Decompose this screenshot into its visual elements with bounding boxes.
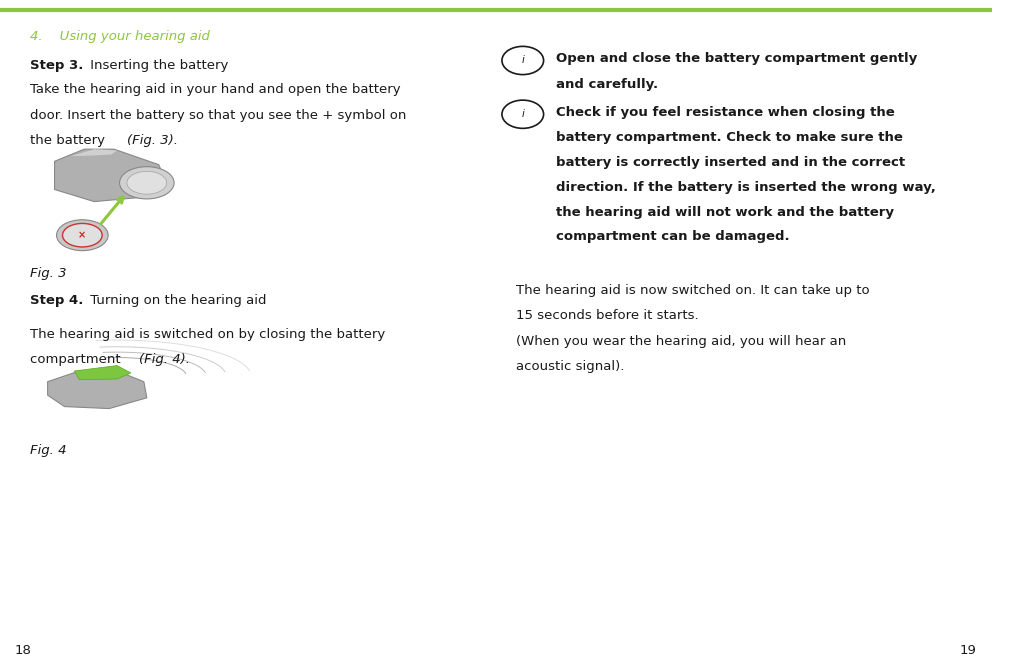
Text: Check if you feel resistance when closing the: Check if you feel resistance when closin… <box>555 106 894 119</box>
Text: compartment: compartment <box>30 353 125 366</box>
Text: 19: 19 <box>960 644 976 657</box>
Text: Take the hearing aid in your hand and open the battery: Take the hearing aid in your hand and op… <box>30 83 400 96</box>
Text: Step 3.: Step 3. <box>30 59 83 72</box>
Polygon shape <box>48 371 147 409</box>
Text: The hearing aid is switched on by closing the battery: The hearing aid is switched on by closin… <box>30 328 385 341</box>
Polygon shape <box>54 149 167 202</box>
Text: Open and close the battery compartment gently: Open and close the battery compartment g… <box>555 52 917 65</box>
Ellipse shape <box>127 171 167 194</box>
Text: the hearing aid will not work and the battery: the hearing aid will not work and the ba… <box>555 206 893 218</box>
Text: (Fig. 3).: (Fig. 3). <box>127 134 178 147</box>
Text: acoustic signal).: acoustic signal). <box>516 360 624 373</box>
Ellipse shape <box>56 220 108 251</box>
Text: i: i <box>522 55 524 65</box>
Text: Step 4.: Step 4. <box>30 294 83 307</box>
Polygon shape <box>72 149 117 156</box>
Text: direction. If the battery is inserted the wrong way,: direction. If the battery is inserted th… <box>555 181 935 194</box>
Text: battery is correctly inserted and in the correct: battery is correctly inserted and in the… <box>555 156 904 169</box>
Text: The hearing aid is now switched on. It can take up to: The hearing aid is now switched on. It c… <box>516 284 870 296</box>
Text: i: i <box>522 109 524 118</box>
Text: 4.    Using your hearing aid: 4. Using your hearing aid <box>30 30 210 43</box>
Text: compartment can be damaged.: compartment can be damaged. <box>555 230 789 243</box>
Text: Turning on the hearing aid: Turning on the hearing aid <box>86 294 267 307</box>
Polygon shape <box>75 366 131 380</box>
Text: the battery: the battery <box>30 134 109 147</box>
Text: (Fig. 4).: (Fig. 4). <box>139 353 190 366</box>
Ellipse shape <box>120 167 174 199</box>
Text: Fig. 4: Fig. 4 <box>30 444 66 456</box>
Text: door. Insert the battery so that you see the + symbol on: door. Insert the battery so that you see… <box>30 109 406 122</box>
Text: Fig. 3: Fig. 3 <box>30 267 66 280</box>
Text: 15 seconds before it starts.: 15 seconds before it starts. <box>516 309 699 322</box>
Text: battery compartment. Check to make sure the: battery compartment. Check to make sure … <box>555 131 902 144</box>
Text: ×: × <box>79 230 86 240</box>
Text: (When you wear the hearing aid, you will hear an: (When you wear the hearing aid, you will… <box>516 335 846 347</box>
Text: Inserting the battery: Inserting the battery <box>86 59 229 72</box>
Text: 18: 18 <box>15 644 32 657</box>
Ellipse shape <box>62 223 102 247</box>
Text: and carefully.: and carefully. <box>555 78 658 91</box>
